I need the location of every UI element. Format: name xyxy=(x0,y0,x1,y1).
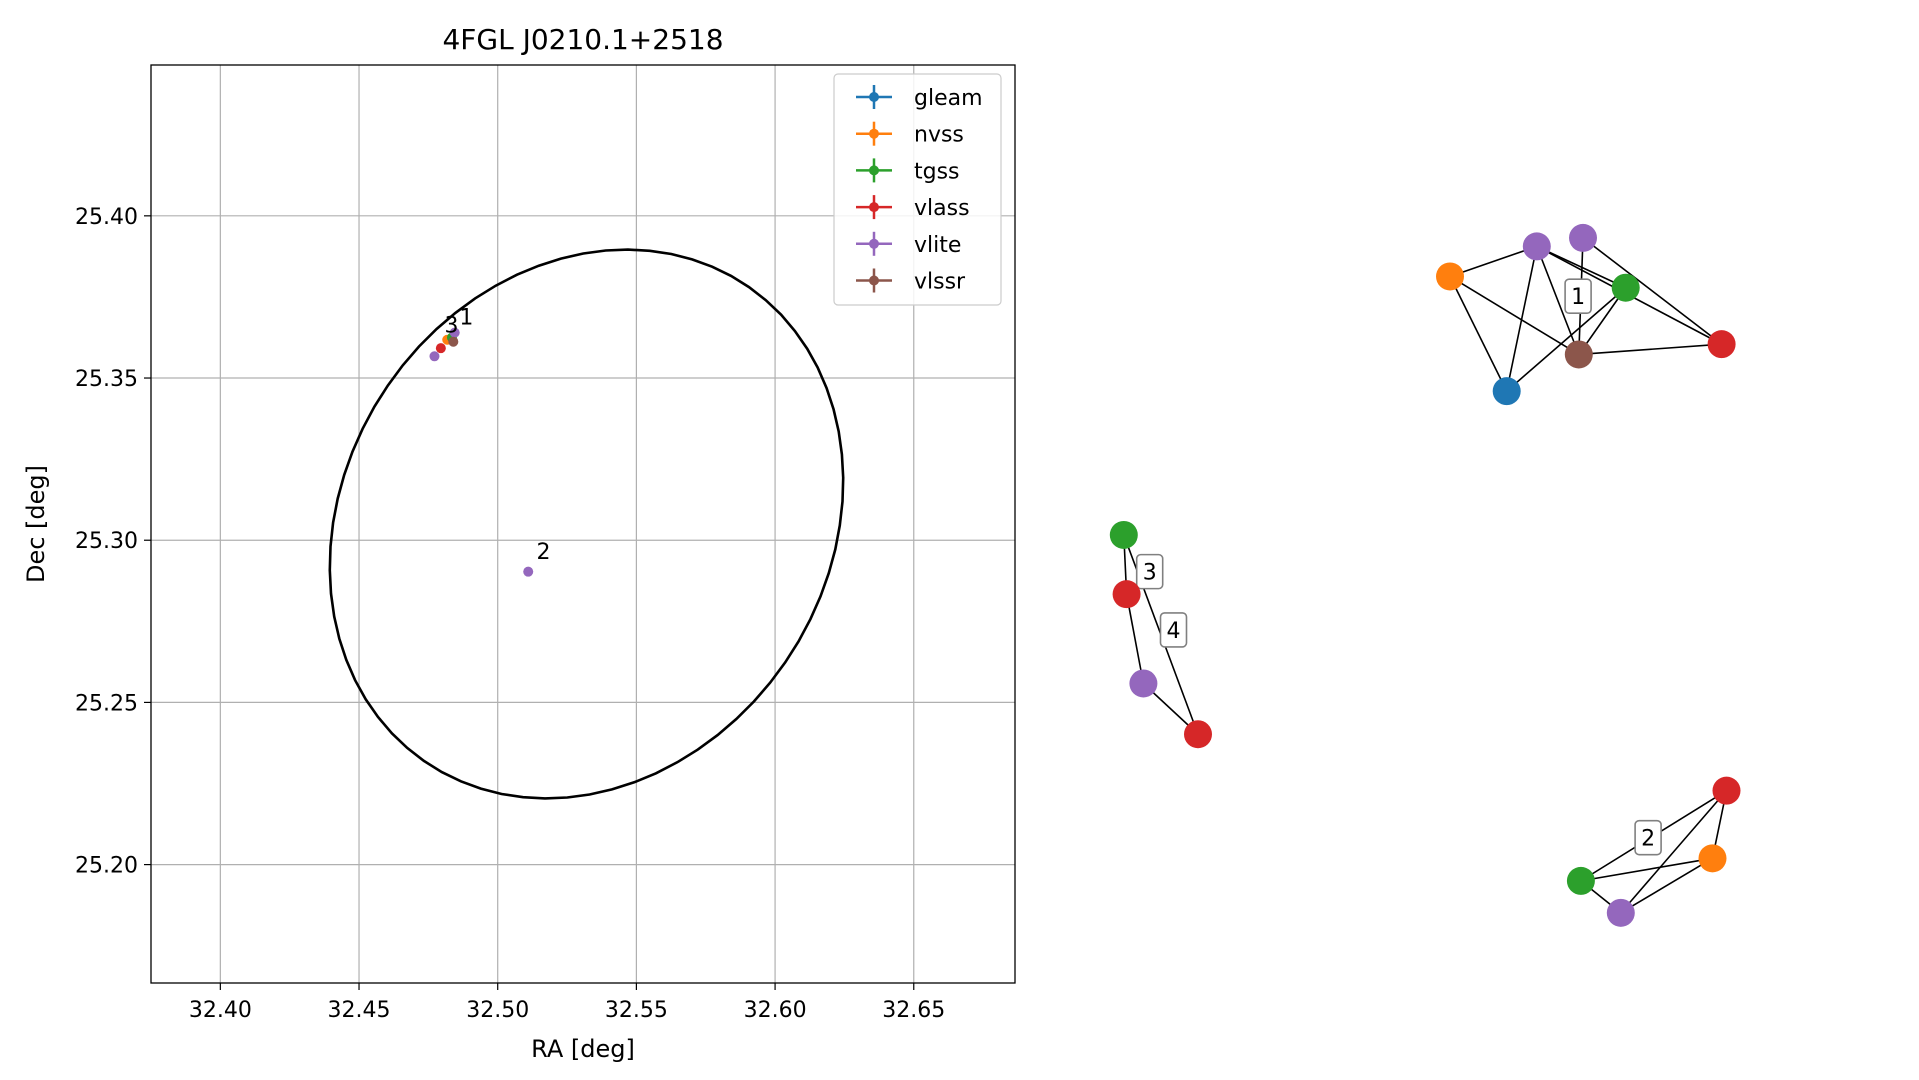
y-tick-label: 25.40 xyxy=(75,205,138,230)
network-node xyxy=(1109,520,1138,549)
group-label-1: 1 xyxy=(1564,278,1592,315)
localization-ellipse xyxy=(328,248,845,800)
legend-entry-nvss: nvss xyxy=(856,121,964,148)
network-group-labels: 1 3 4 2 xyxy=(1135,278,1662,856)
data-point-vlite xyxy=(429,351,440,362)
legend-entry-gleam: gleam xyxy=(856,85,983,111)
y-tick-label: 25.30 xyxy=(75,529,138,554)
group-label-text: 1 xyxy=(1571,285,1585,310)
network-edge xyxy=(1620,790,1728,914)
data-point-vlite xyxy=(449,327,460,338)
network-node xyxy=(1492,377,1521,406)
group-label-box xyxy=(1135,553,1164,590)
data-point-vlite xyxy=(523,566,534,577)
error-ellipse-layer xyxy=(328,248,845,800)
group-label-box xyxy=(1564,278,1592,315)
network-node xyxy=(1112,580,1141,609)
network-edge xyxy=(1506,287,1627,392)
network-edge xyxy=(1505,246,1538,392)
scatter-chart: 13 2 32.40 32.45 32.50 32.55 32.60 32.65 25.20… xyxy=(22,23,1016,1063)
x-tick-label: 32.65 xyxy=(882,998,945,1023)
legend-marker xyxy=(869,92,879,102)
network-edge xyxy=(1125,594,1145,684)
group-label-3: 3 xyxy=(1135,553,1164,590)
x-tick-label: 32.40 xyxy=(189,998,252,1023)
network-node xyxy=(1707,330,1736,359)
network-node xyxy=(1564,340,1593,369)
network-node xyxy=(1611,273,1640,302)
data-points-layer xyxy=(429,327,534,577)
axes-frame xyxy=(150,64,1016,984)
legend-label: vlass xyxy=(914,196,970,221)
network-edge xyxy=(1582,237,1723,345)
legend-marker xyxy=(869,238,879,249)
network-nodes xyxy=(1109,223,1741,927)
x-tick-label: 32.55 xyxy=(605,998,668,1023)
x-tick-label: 32.50 xyxy=(466,998,529,1023)
network-node xyxy=(1698,844,1727,873)
legend-entry-vlssr: vlssr xyxy=(856,268,966,295)
network-node xyxy=(1184,720,1212,749)
x-tick-label: 32.45 xyxy=(328,998,391,1023)
legend-label: vlssr xyxy=(914,270,966,295)
group-label-text: 3 xyxy=(1143,561,1157,586)
group-label-2: 2 xyxy=(1634,819,1662,856)
annotation-layer: 13 2 xyxy=(444,306,550,566)
group-label-text: 2 xyxy=(1641,827,1655,852)
network-graph: 1 3 4 2 xyxy=(1109,223,1741,927)
legend-marker xyxy=(869,165,879,176)
legend-marker xyxy=(869,202,879,213)
network-node xyxy=(1566,866,1595,895)
network-edge xyxy=(1580,857,1713,882)
point-annotation: 2 xyxy=(537,540,551,565)
network-edge xyxy=(1449,245,1538,278)
network-edge xyxy=(1578,343,1722,356)
y-axis-label: Dec [deg] xyxy=(22,465,50,583)
legend-label: nvss xyxy=(914,123,964,148)
y-tick-label: 25.25 xyxy=(75,691,138,716)
y-tick-label: 25.20 xyxy=(75,854,138,879)
x-axis-label: RA [deg] xyxy=(531,1035,635,1063)
network-edge xyxy=(1620,857,1713,914)
legend-label: gleam xyxy=(914,86,983,111)
legend-entry-vlite: vlite xyxy=(856,231,961,258)
data-point-vlass xyxy=(435,343,446,354)
group-label-box xyxy=(1634,819,1662,856)
x-tick-label: 32.60 xyxy=(744,998,807,1023)
network-node xyxy=(1569,223,1597,252)
network-edge xyxy=(1536,246,1580,355)
point-annotation: 1 xyxy=(459,306,473,331)
legend-marker xyxy=(869,128,879,139)
group-label-box xyxy=(1159,612,1188,648)
network-node xyxy=(1712,776,1741,805)
point-annotation: 3 xyxy=(444,314,458,339)
legend-entry-vlass: vlass xyxy=(856,195,970,221)
network-edge xyxy=(1449,275,1580,356)
group-label-text: 4 xyxy=(1167,619,1181,644)
legend-label: tgss xyxy=(914,159,960,184)
x-axis-ticks: 32.40 32.45 32.50 32.55 32.60 32.65 xyxy=(189,983,945,1023)
legend-marker xyxy=(869,275,879,286)
legend: gleam nvss tgss vlass vlite vlssr xyxy=(833,73,1002,306)
chart-title: 4FGL J0210.1+2518 xyxy=(442,23,723,56)
network-edge xyxy=(1449,276,1508,392)
network-edges xyxy=(1123,237,1728,914)
y-axis-ticks: 25.20 25.25 25.30 25.35 25.40 xyxy=(75,205,151,879)
data-point-vlssr xyxy=(448,336,459,347)
y-tick-label: 25.35 xyxy=(75,367,138,392)
network-node xyxy=(1522,232,1551,261)
network-node xyxy=(1436,262,1464,291)
network-node xyxy=(1606,898,1635,927)
legend-label: vlite xyxy=(914,233,961,258)
network-node xyxy=(1129,669,1158,698)
legend-entry-tgss: tgss xyxy=(856,158,960,184)
group-label-4: 4 xyxy=(1159,612,1188,648)
